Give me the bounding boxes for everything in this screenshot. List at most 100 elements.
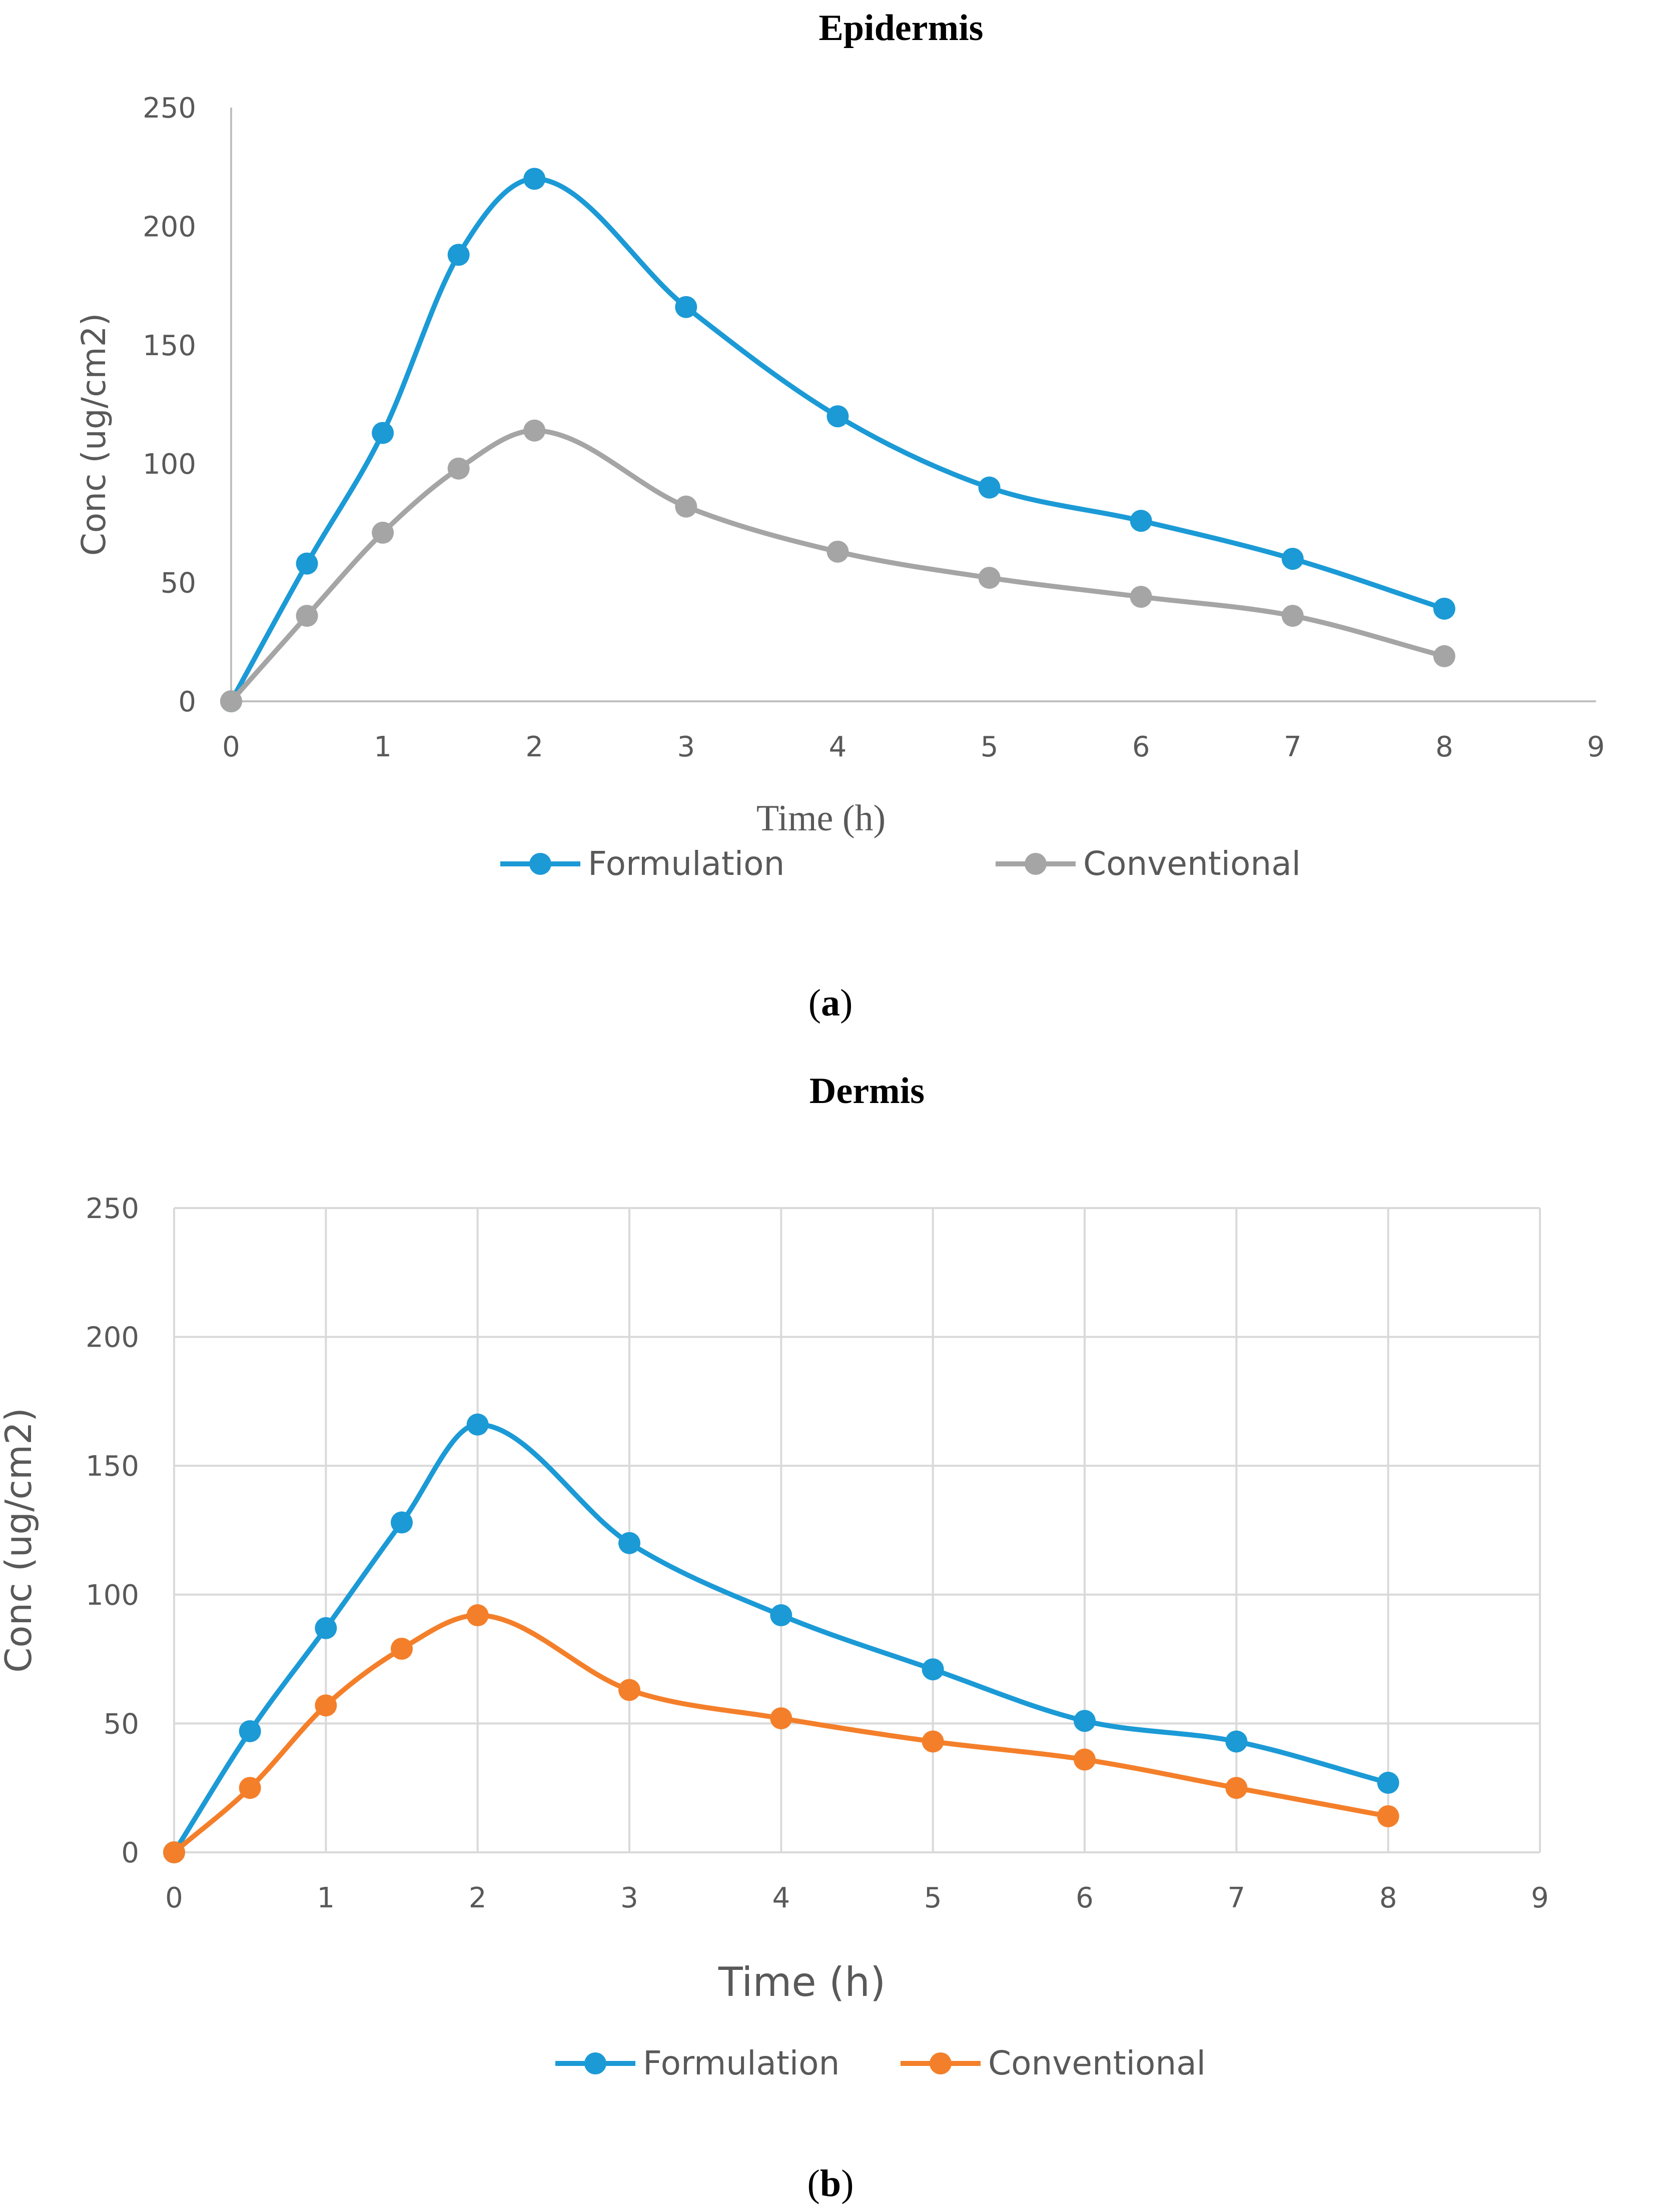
legend-marker: [930, 2052, 952, 2074]
chart-title: Epidermis: [819, 8, 984, 49]
x-tick-label: 1: [317, 1882, 335, 1914]
data-point-conventional: [978, 567, 1001, 589]
data-point-formulation: [391, 1511, 413, 1534]
data-point-formulation: [618, 1532, 640, 1554]
data-point-formulation: [466, 1413, 489, 1436]
data-point-conventional: [163, 1841, 185, 1863]
panel-label: (b): [807, 2162, 854, 2204]
y-tick-label: 100: [86, 1579, 139, 1612]
legend-entry-conventional: Conventional: [901, 2044, 1206, 2082]
series-line-formulation: [229, 176, 1447, 704]
data-point-conventional: [1074, 1748, 1096, 1771]
data-point-conventional: [1225, 1777, 1248, 1799]
data-point-formulation: [1130, 510, 1152, 532]
data-point-conventional: [1377, 1805, 1399, 1827]
series-line-conventional: [229, 428, 1447, 704]
data-point-formulation: [978, 476, 1001, 499]
chart-panel-b: Dermis 0 50 100 150 200 250 0 1 2 3 4 5 6 7 8 9 Time (h) C…: [0, 1070, 1549, 2204]
data-point-conventional: [770, 1707, 792, 1730]
y-tick-label: 250: [86, 1193, 139, 1225]
x-tick-label: 9: [1531, 1882, 1549, 1914]
x-tick-label: 0: [165, 1882, 183, 1914]
x-tick-label: 4: [829, 731, 847, 763]
data-point-conventional: [1281, 605, 1304, 627]
x-tick-label: 5: [981, 731, 999, 763]
legend-label: Conventional: [988, 2044, 1206, 2082]
data-point-formulation: [1281, 548, 1304, 570]
data-point-conventional: [675, 495, 697, 518]
legend-label: Formulation: [643, 2044, 840, 2082]
y-axis-label: Conc (ug/cm2): [0, 1408, 40, 1673]
legend-entry-conventional: Conventional: [996, 844, 1301, 883]
legend-entry-formulation: Formulation: [500, 844, 784, 883]
x-tick-label: 2: [469, 1882, 487, 1914]
legend-marker: [584, 2052, 606, 2074]
x-tick-label: 9: [1587, 731, 1605, 763]
x-tick-label: 7: [1228, 1882, 1246, 1914]
y-tick-label: 150: [86, 1450, 139, 1483]
legend-entry-formulation: Formulation: [555, 2044, 840, 2082]
series-formulation: [220, 168, 1455, 712]
series-conventional: [163, 1604, 1399, 1863]
data-point-conventional: [220, 690, 242, 712]
data-point-formulation: [1377, 1771, 1399, 1794]
x-tick-label: 8: [1379, 1882, 1397, 1914]
data-point-conventional: [1130, 586, 1152, 608]
x-tick-label: 6: [1132, 731, 1150, 763]
chart-panel-a: Epidermis 0 50 100 150 200 250 0 1 2 3 4 5 6 7 8 9 Time (…: [75, 8, 1605, 1024]
x-tick-label: 8: [1435, 731, 1453, 763]
data-point-conventional: [523, 419, 546, 442]
legend-marker: [1025, 853, 1047, 875]
data-point-conventional: [1433, 645, 1455, 667]
x-axis-label: Time (h): [718, 1959, 886, 2005]
data-point-formulation: [675, 296, 697, 318]
y-tick-label: 50: [161, 567, 196, 600]
x-tick-label: 0: [222, 731, 240, 763]
x-tick-label: 7: [1284, 731, 1302, 763]
x-tick-label: 2: [525, 731, 543, 763]
data-point-formulation: [315, 1617, 337, 1639]
series-conventional: [220, 419, 1455, 712]
legend-label: Formulation: [588, 844, 784, 883]
x-tick-label: 6: [1076, 1882, 1094, 1914]
y-tick-label: 0: [178, 686, 196, 718]
data-point-formulation: [826, 405, 849, 428]
x-tick-label: 4: [772, 1882, 790, 1914]
data-point-conventional: [618, 1679, 640, 1701]
x-tick-label: 3: [620, 1882, 638, 1914]
data-point-formulation: [1225, 1730, 1248, 1753]
x-tick-label: 3: [677, 731, 695, 763]
x-tick-label: 5: [924, 1882, 942, 1914]
y-tick-label: 200: [143, 211, 196, 243]
series-line-conventional: [172, 1613, 1391, 1855]
data-point-formulation: [372, 422, 394, 444]
data-point-formulation: [239, 1720, 261, 1742]
y-tick-label: 200: [86, 1322, 139, 1354]
data-point-conventional: [466, 1604, 489, 1627]
data-point-formulation: [523, 168, 546, 190]
data-point-formulation: [770, 1604, 792, 1627]
data-point-conventional: [372, 521, 394, 544]
data-point-formulation: [1433, 597, 1455, 620]
data-point-formulation: [1074, 1710, 1096, 1732]
y-tick-label: 150: [143, 330, 196, 362]
x-tick-label: 1: [374, 731, 392, 763]
y-axis-label: Conc (ug/cm2): [75, 313, 113, 556]
data-point-formulation: [296, 552, 318, 575]
y-tick-label: 250: [143, 92, 196, 125]
data-point-conventional: [296, 605, 318, 627]
data-point-conventional: [826, 540, 849, 563]
data-point-conventional: [239, 1777, 261, 1799]
data-point-conventional: [922, 1730, 944, 1753]
data-point-formulation: [922, 1658, 944, 1681]
y-tick-label: 100: [143, 448, 196, 481]
chart-title: Dermis: [809, 1070, 925, 1112]
y-tick-label: 0: [121, 1837, 139, 1869]
x-axis-label: Time (h): [756, 798, 886, 839]
legend-label: Conventional: [1083, 844, 1301, 883]
data-point-conventional: [315, 1694, 337, 1717]
data-point-formulation: [447, 244, 470, 266]
data-point-conventional: [391, 1637, 413, 1660]
